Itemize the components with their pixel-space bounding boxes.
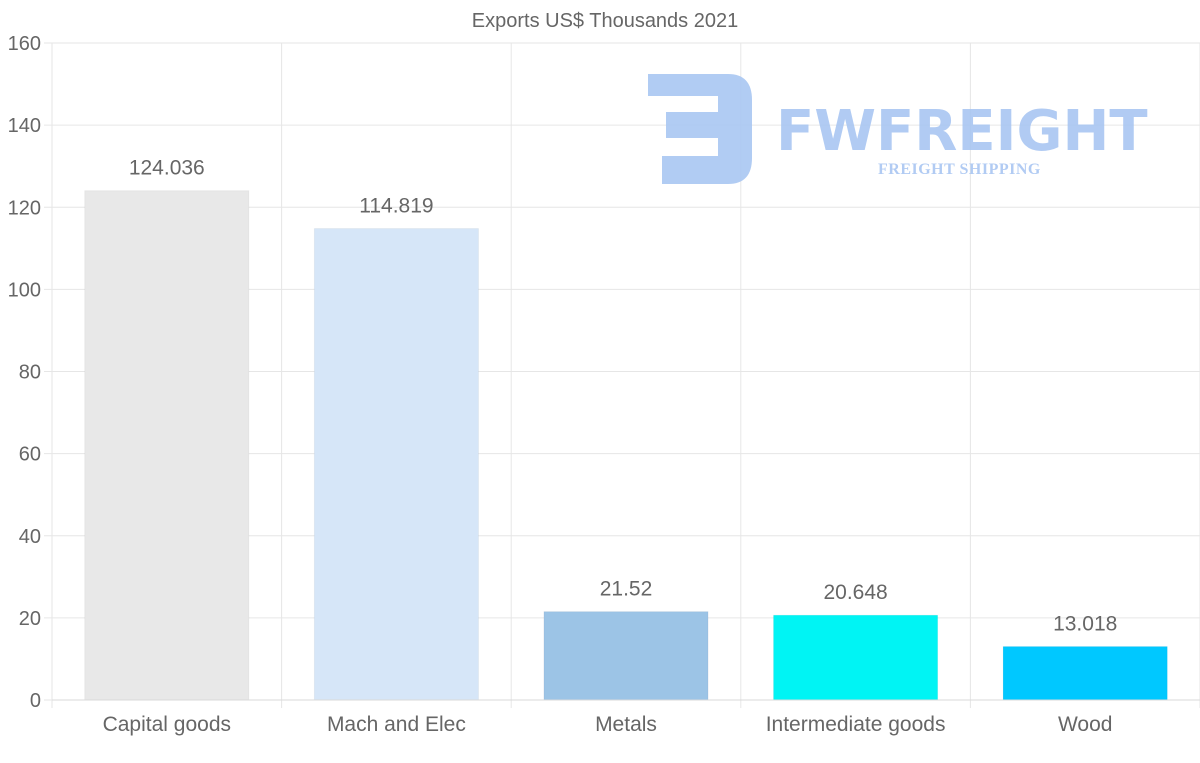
x-tick-label: Intermediate goods <box>766 713 946 736</box>
y-tick-label: 0 <box>30 690 41 712</box>
y-tick-label: 120 <box>8 197 41 219</box>
bar <box>543 611 709 701</box>
bar-value-label: 124.036 <box>129 157 205 180</box>
x-tick-label: Capital goods <box>103 713 231 736</box>
y-tick-label: 80 <box>19 362 41 384</box>
bar-value-label: 20.648 <box>823 581 887 604</box>
bar <box>84 190 250 701</box>
watermark-tagline: FREIGHT SHIPPING <box>878 161 1041 178</box>
chart-title: Exports US$ Thousands 2021 <box>472 10 738 32</box>
x-tick-label: Mach and Elec <box>327 713 466 736</box>
data-labels: 124.036 114.819 21.52 20.648 13.018 <box>129 157 1117 636</box>
bar <box>773 614 939 701</box>
y-tick-label: 20 <box>19 608 41 630</box>
bar-value-label: 21.52 <box>600 578 653 601</box>
x-tick-label: Metals <box>595 713 657 736</box>
y-tick-label: 40 <box>19 526 41 548</box>
bar-value-label: 13.018 <box>1053 613 1117 636</box>
x-axis-ticks: Capital goods Mach and Elec Metals Intermed… <box>103 713 1113 736</box>
bars <box>84 190 1168 701</box>
y-tick-label: 60 <box>19 444 41 466</box>
y-axis-ticks: 0 20 40 60 80 100 120 140 160 <box>8 33 41 712</box>
y-tick-label: 160 <box>8 33 41 55</box>
x-tick-label: Wood <box>1058 713 1112 736</box>
fw-logo-icon <box>648 74 752 184</box>
watermark-logo: FWFREIGHT FREIGHT SHIPPING <box>648 74 1148 184</box>
y-tick-label: 140 <box>8 115 41 137</box>
bar <box>1002 646 1168 701</box>
bar <box>313 228 479 701</box>
watermark-brand: FWFREIGHT <box>776 99 1148 164</box>
bar-value-label: 114.819 <box>359 195 433 218</box>
y-tick-label: 100 <box>8 279 41 301</box>
